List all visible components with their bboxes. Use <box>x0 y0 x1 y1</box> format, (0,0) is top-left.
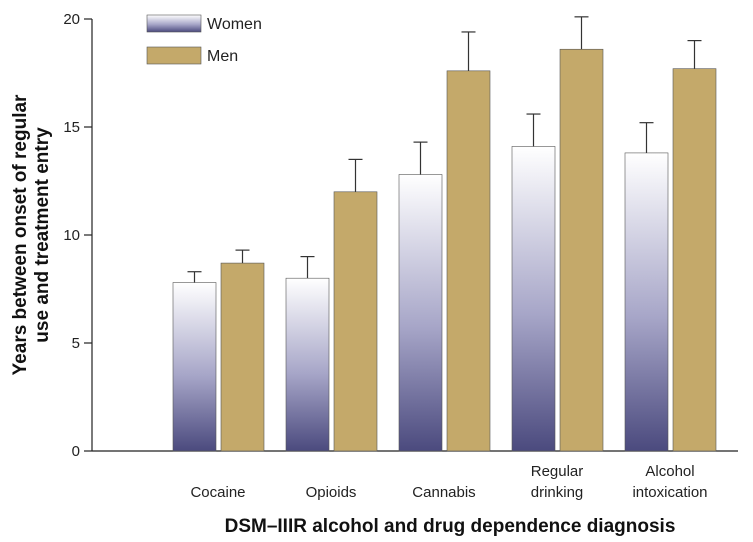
bar-men-3 <box>559 48 604 452</box>
bar-women-4 <box>624 152 669 452</box>
bar-men-2 <box>446 70 491 452</box>
bar-women-1 <box>285 277 330 452</box>
legend-swatch-women <box>146 14 202 33</box>
y-axis-title: Years between onset of regularuse and tr… <box>10 94 53 375</box>
y-tick-label: 5 <box>72 335 80 352</box>
bar-men-0 <box>220 262 265 452</box>
x-category-label: Regular drinking <box>531 463 584 501</box>
bar-women-0 <box>172 282 217 452</box>
legend-label-men: Men <box>207 48 238 65</box>
legend-label-women: Women <box>207 16 262 33</box>
x-category-label: Opioids <box>306 484 357 501</box>
y-tick-label: 15 <box>63 119 80 136</box>
legend-swatch-men <box>146 46 202 65</box>
y-tick-label: 20 <box>63 11 80 28</box>
y-tick-label: 0 <box>72 443 80 460</box>
bar-women-2 <box>398 174 443 452</box>
x-category-label: Cannabis <box>412 484 475 501</box>
bar-women-3 <box>511 146 556 452</box>
bar-men-1 <box>333 191 378 452</box>
bar-men-4 <box>672 68 717 452</box>
y-tick-label: 10 <box>63 227 80 244</box>
x-axis-title: DSM–IIIR alcohol and drug dependence dia… <box>225 516 676 537</box>
plot-area: 0 5 10 15 20 Cocaine Opioids Cannabis Regular dri… <box>10 11 738 537</box>
x-category-label: Cocaine <box>190 484 245 501</box>
x-category-label: Alcohol intoxication <box>632 463 707 501</box>
